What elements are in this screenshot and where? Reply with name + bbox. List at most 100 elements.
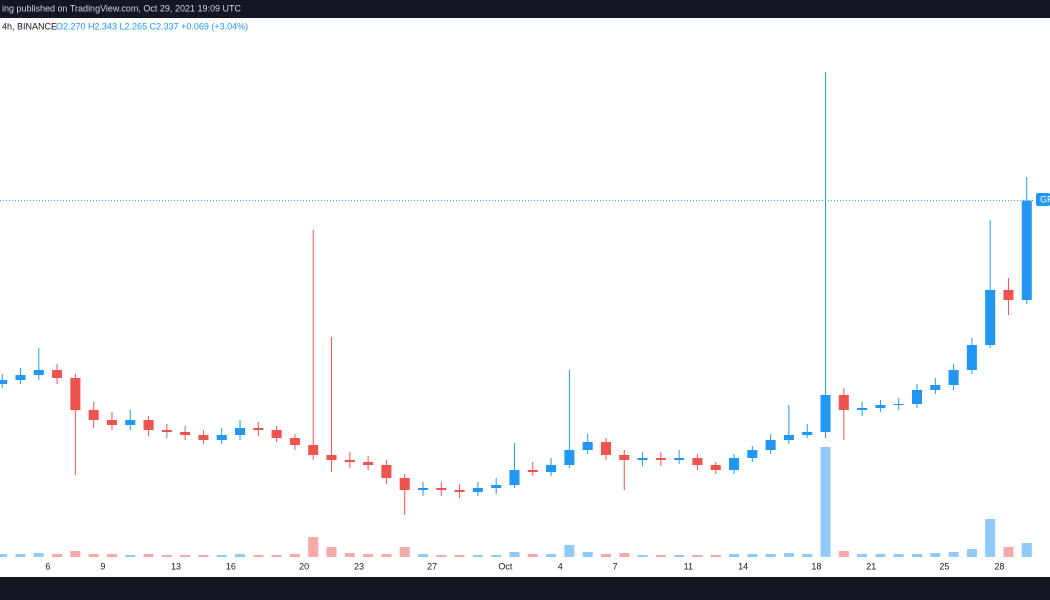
x-tick-label: 20 <box>299 561 309 571</box>
volume-bar <box>838 551 849 557</box>
volume-bar <box>125 555 136 557</box>
candle-body <box>308 445 319 455</box>
volume-bar <box>674 555 685 557</box>
candle-body <box>491 485 502 488</box>
candle-body <box>52 370 63 378</box>
candle-body <box>893 404 904 405</box>
x-tick-label: 11 <box>684 561 693 571</box>
candle-body <box>180 432 191 435</box>
candle-body <box>344 460 355 462</box>
price-label-bg <box>1036 193 1050 206</box>
volume-bar <box>985 519 996 557</box>
x-tick-label: 4 <box>558 561 563 571</box>
volume-bar <box>253 555 264 557</box>
volume-bar <box>161 555 172 557</box>
volume-bar <box>271 555 282 557</box>
candle-body <box>802 432 813 435</box>
candle-body <box>857 408 868 410</box>
volume-bar <box>70 551 81 557</box>
candle-body <box>399 478 410 490</box>
candle-body <box>637 458 648 460</box>
price-label: GR <box>1040 194 1050 204</box>
candle-body <box>692 458 703 465</box>
candle-body <box>1003 290 1014 300</box>
volume-bar <box>893 554 904 557</box>
published-text: ing published on TradingView.com, Oct 29… <box>2 3 241 13</box>
candle-body <box>381 465 392 478</box>
volume-bar <box>344 553 355 557</box>
volume-bar <box>619 553 630 557</box>
candle-body <box>619 455 630 460</box>
candle-body <box>655 458 666 460</box>
candle-body <box>564 450 575 465</box>
volume-bar <box>911 554 923 557</box>
volume-bar <box>381 554 392 557</box>
volume-bar <box>454 555 465 557</box>
candle-body <box>0 380 8 384</box>
volume-bar <box>966 549 977 557</box>
volume-bar <box>600 554 611 557</box>
volume-bar <box>546 554 557 557</box>
volume-bar <box>765 554 776 557</box>
candle-body <box>747 450 758 458</box>
x-tick-label: 27 <box>427 561 437 571</box>
candle-body <box>198 435 209 440</box>
volume-bar <box>216 555 227 557</box>
volume-bar <box>417 554 429 557</box>
x-tick-label: 6 <box>45 561 50 571</box>
x-tick-label: 21 <box>866 561 876 571</box>
candle-body <box>930 385 941 390</box>
candle-body <box>948 370 959 385</box>
volume-bar <box>88 554 99 557</box>
candle-body <box>271 430 282 438</box>
candle-body <box>454 490 465 492</box>
candle-body <box>161 430 172 432</box>
volume-bar <box>930 553 941 557</box>
volume-bar <box>783 553 794 557</box>
volume-bar <box>198 555 209 557</box>
x-tick-label: 9 <box>100 561 105 571</box>
volume-bar <box>52 554 63 557</box>
candle-body <box>546 465 557 472</box>
candle-body <box>289 438 300 445</box>
volume-bar <box>582 552 593 557</box>
candle-body <box>143 420 154 430</box>
volume-bar <box>363 554 374 557</box>
volume-bar <box>655 555 666 557</box>
volume-bar <box>710 555 721 557</box>
x-tick-label: Oct <box>498 561 513 571</box>
candle-body <box>472 488 483 492</box>
candle-body <box>70 378 81 410</box>
volume-bar <box>491 555 502 557</box>
candle-body <box>15 375 26 380</box>
volume-bar <box>33 553 44 557</box>
candle-body <box>88 410 99 420</box>
candle-body <box>235 428 246 435</box>
volume-bar <box>0 554 8 557</box>
top-bar <box>0 0 1050 18</box>
candle-body <box>985 290 996 345</box>
x-tick-label: 7 <box>613 561 618 571</box>
volume-bar <box>143 554 154 557</box>
candle-body <box>106 420 118 425</box>
candle-body <box>765 440 776 450</box>
candle-body <box>417 488 429 490</box>
volume-bar <box>509 552 520 557</box>
x-tick-label: 23 <box>354 561 364 571</box>
volume-bar <box>399 547 410 557</box>
x-tick-label: 14 <box>738 561 748 571</box>
candle-body <box>966 345 977 370</box>
volume-bar <box>527 554 538 557</box>
volume-bar <box>564 545 575 557</box>
volume-bar <box>729 554 740 557</box>
volume-bar <box>948 552 959 557</box>
candle-body <box>33 370 44 375</box>
bottom-bar <box>0 577 1050 600</box>
candle-body <box>729 458 740 470</box>
volume-bar <box>106 554 118 557</box>
candle-body <box>911 390 923 404</box>
candle-body <box>838 395 849 410</box>
x-tick-label: 13 <box>171 561 181 571</box>
candle-body <box>363 462 374 465</box>
